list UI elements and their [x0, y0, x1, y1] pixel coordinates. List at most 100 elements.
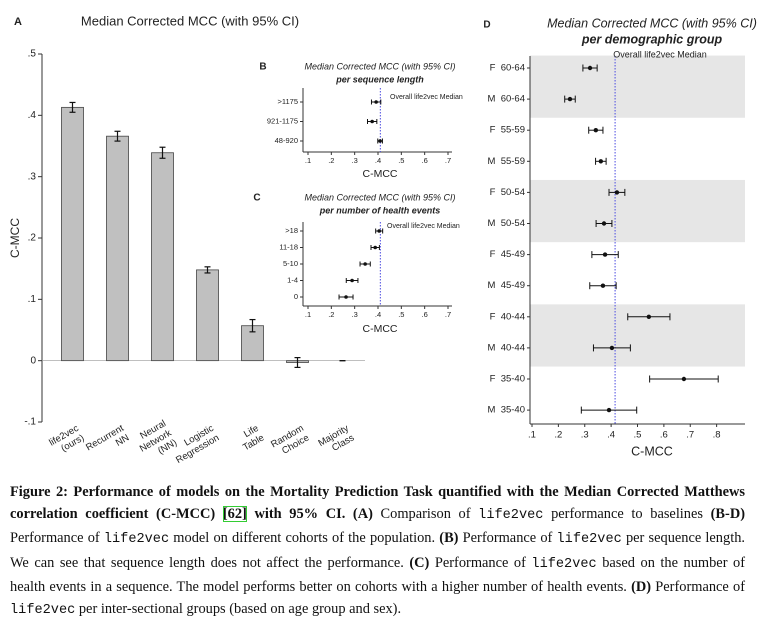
y-tick-label: M 45-49 — [488, 280, 526, 291]
point — [378, 139, 382, 143]
point — [600, 283, 606, 288]
x-tick-label: .4 — [375, 156, 381, 165]
x-tick-label: life2vec(ours) — [47, 422, 86, 457]
y-tick-label: F 60-64 — [490, 63, 525, 74]
y-tick-label: .5 — [28, 49, 37, 60]
point — [601, 221, 607, 226]
y-tick-label: M 55-59 — [488, 156, 526, 167]
point — [344, 295, 348, 299]
caption: Figure 2: Performance of models on the M… — [10, 481, 745, 622]
row-band — [530, 179, 745, 243]
point — [646, 314, 652, 319]
caption-run: model on different cohorts of the popula… — [169, 530, 440, 547]
row-band — [530, 304, 745, 367]
caption-run: Performance of — [429, 554, 532, 571]
x-tick-label: .5 — [634, 430, 642, 441]
error-bar — [204, 266, 211, 274]
bar — [106, 135, 129, 362]
y-tick-label: 48-920 — [275, 136, 298, 145]
y-tick-label: .2 — [28, 233, 37, 244]
caption-run[interactable]: [62] — [222, 506, 247, 523]
caption-run: (D) — [631, 578, 652, 595]
caption-run: life2vec — [531, 556, 597, 572]
caption-run: Performance of — [458, 530, 557, 547]
caption-run: Figure 2: Performance of models on the M… — [10, 484, 745, 523]
x-tick-label: .7 — [445, 156, 451, 165]
chart-subtitle: per demographic group — [581, 32, 723, 46]
y-tick-label: >1175 — [277, 97, 298, 106]
x-tick-label: .1 — [305, 310, 311, 319]
x-tick-label: .3 — [352, 310, 358, 319]
y-axis-label: C-MCC — [8, 218, 22, 258]
caption-run: Performance of — [651, 578, 745, 595]
y-tick-label: 1-4 — [287, 275, 298, 284]
x-tick-label: .7 — [445, 310, 451, 319]
panel-label: A — [14, 16, 22, 28]
y-tick-label: 5-10 — [283, 259, 298, 268]
x-tick-label: .6 — [660, 430, 668, 441]
reference-label: Overall life2vec Median — [613, 49, 707, 59]
y-tick-label: F 55-59 — [490, 125, 525, 136]
caption-run: Comparison of — [372, 506, 479, 523]
caption-run: with 95% CI. — [246, 506, 346, 523]
x-tick-label: MajorityClass — [316, 422, 356, 458]
point — [373, 245, 378, 250]
point — [609, 345, 615, 351]
chart-title: Median Corrected MCC (with 95% CI) — [304, 61, 455, 71]
x-tick-label: .1 — [528, 430, 536, 441]
y-tick-label: 0 — [30, 355, 36, 366]
x-tick-label: .1 — [305, 156, 311, 165]
y-tick-label: M 35-40 — [488, 405, 526, 416]
y-tick-label: M 40-44 — [488, 342, 526, 353]
y-tick-label: F 50-54 — [490, 187, 525, 198]
caption-run: performance to baselines — [543, 506, 711, 523]
x-tick-label: .6 — [422, 156, 428, 165]
x-tick-label: .5 — [398, 156, 404, 165]
x-tick-label: LifeTable — [235, 422, 266, 452]
chart-title: Median Corrected MCC (with 95% CI) — [304, 192, 455, 202]
y-tick-label: .1 — [28, 294, 37, 305]
x-tick-label: .4 — [375, 310, 381, 319]
x-tick-label: NeuralNetwork(NN) — [132, 418, 179, 464]
point — [350, 278, 354, 283]
caption-run: life2vec — [478, 508, 544, 524]
y-tick-label: -.1 — [24, 417, 36, 428]
x-tick-label: .5 — [398, 310, 404, 319]
caption-run: (B-D) — [710, 506, 746, 523]
point — [374, 100, 378, 104]
reference-label: Overall life2vec Median — [390, 94, 463, 101]
chart-subtitle: per sequence length — [335, 74, 424, 84]
point — [567, 96, 573, 102]
point — [593, 128, 599, 133]
y-tick-label: M 50-54 — [488, 218, 526, 229]
x-axis-label: C-MCC — [363, 323, 398, 335]
chart-subtitle: per number of health events — [319, 205, 441, 215]
chart-title: Median Corrected MCC (with 95% CI) — [547, 16, 757, 30]
x-tick-label: .2 — [328, 310, 334, 319]
x-tick-label: .8 — [713, 430, 721, 441]
y-tick-label: 11-18 — [279, 242, 298, 251]
x-axis-label: C-MCC — [363, 168, 398, 180]
bar — [61, 106, 84, 362]
y-tick-label: >18 — [285, 226, 298, 235]
panel-label: D — [483, 20, 490, 31]
point — [377, 229, 381, 233]
point — [602, 252, 608, 257]
error-bar — [249, 318, 256, 333]
x-axis-label: C-MCC — [631, 444, 673, 458]
panel-label: B — [259, 62, 266, 73]
caption-run: (A) — [345, 506, 373, 523]
x-tick-label: .2 — [328, 156, 334, 165]
caption-run: life2vec — [103, 532, 170, 548]
bar — [196, 269, 219, 362]
x-tick-label: RandomChoice — [269, 422, 311, 459]
y-tick-label: F 45-49 — [490, 249, 525, 260]
point — [614, 190, 620, 195]
y-tick-label: 0 — [294, 292, 298, 301]
error-bar — [159, 146, 166, 159]
caption-run: per sequence length. We can see that seq… — [10, 530, 745, 571]
point — [370, 119, 374, 124]
panel-label: C — [253, 193, 260, 204]
caption-run: per inter-sectional groups (based on age… — [75, 601, 402, 618]
point — [587, 65, 593, 71]
